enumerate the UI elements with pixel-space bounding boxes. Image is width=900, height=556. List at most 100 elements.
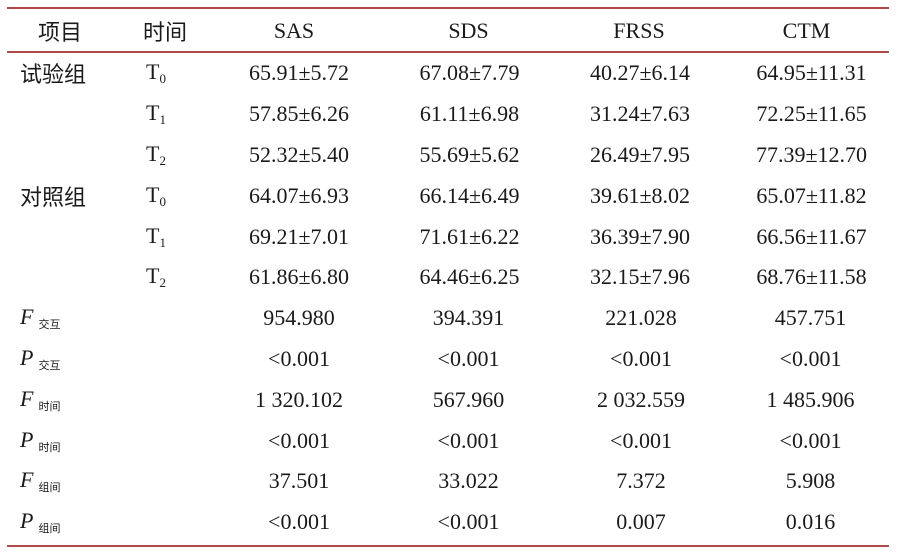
time-point-cell: T2 [118,135,205,176]
time-point-label: T [146,140,160,166]
stat-row: P 交互 <0.001 <0.001 <0.001 <0.001 [7,339,889,380]
value-cell: 66.14±6.49 [419,182,520,208]
time-point-subscript: 2 [159,275,166,291]
stat-symbol: P [20,344,34,370]
stat-value-cell: <0.001 [779,345,842,371]
time-point-cell: T2 [118,257,205,298]
time-point-cell: T0 [118,175,205,216]
stat-value-cell: <0.001 [610,427,672,453]
stat-value-cell: 457.751 [774,305,847,331]
time-point-cell: T1 [118,216,205,257]
stat-symbol: P [20,426,34,452]
time-point-label: T [146,100,160,126]
header-item: 项目 [38,21,83,46]
value-cell: 67.08±7.79 [419,60,520,86]
header-frss: FRSS [613,18,665,43]
value-cell: 39.61±8.02 [589,182,691,208]
table-row: T1 69.21±7.01 71.61±6.22 36.39±7.90 66.56±11… [7,216,889,257]
stat-symbol: P [20,508,34,534]
stat-value-cell: 5.908 [785,468,836,494]
stat-symbol: F [20,385,34,411]
empty-cell [118,420,205,461]
time-point-label: T [146,263,160,289]
stat-symbol: F [20,467,34,493]
group-name-cell [7,216,118,257]
table-row: T2 52.32±5.40 55.69±5.62 26.49±7.95 77.39±12… [7,135,889,176]
time-point-subscript: 1 [159,112,166,128]
value-cell: 26.49±7.95 [589,141,691,167]
stat-value-cell: 2 032.559 [597,386,685,412]
time-point-label: T [146,181,160,207]
time-point-subscript: 2 [159,152,166,168]
stat-value-cell: 567.960 [432,386,505,412]
table-row: T2 61.86±6.80 64.46±6.25 32.15±7.96 68.76±11… [7,257,889,298]
stat-value-cell: <0.001 [610,345,672,371]
stat-value-cell: 0.016 [785,509,836,535]
table-row: 试验组 T0 65.91±5.72 67.08±7.79 40.27±6.14 64.95… [7,53,889,94]
stat-row: F 组间 37.501 33.022 7.372 5.908 [7,461,889,502]
header-ctm: CTM [782,18,831,43]
table-row: T1 57.85±6.26 61.11±6.98 31.24±7.63 72.25±11… [7,94,889,135]
stat-value-cell: <0.001 [437,427,500,453]
value-cell: 31.24±7.63 [589,101,691,127]
group-name-cell [7,94,118,135]
value-cell: 68.76±11.58 [756,264,867,290]
top-rule [7,7,889,9]
group-name-cell: 试验组 [20,63,87,89]
value-cell: 69.21±7.01 [248,223,350,249]
empty-cell [118,379,205,420]
time-point-cell: T1 [118,94,205,135]
value-cell: 32.15±7.96 [589,264,691,290]
stat-subscript: 组间 [38,481,61,495]
stat-label-cell: F 时间 [7,379,118,420]
stat-subscript: 组间 [38,522,61,536]
value-cell: 71.61±6.22 [419,223,520,249]
stat-label-cell: F 交互 [7,298,118,339]
stat-value-cell: 221.028 [605,305,677,331]
stat-value-cell: <0.001 [437,509,500,535]
time-point-subscript: 0 [159,71,166,87]
stat-row: F 交互 954.980 394.391 221.028 457.751 [7,298,889,339]
stat-value-cell: 7.372 [616,468,666,494]
value-cell: 65.91±5.72 [248,60,350,86]
stat-value-cell: 1 485.906 [766,386,855,412]
table-body: 试验组 T0 65.91±5.72 67.08±7.79 40.27±6.14 64.95… [7,51,889,543]
header-rule [7,51,889,53]
table-header: 项目 时间 SAS SDS FRSS CTM [7,11,889,51]
header-sas: SAS [273,18,315,43]
group-name-cell [7,135,118,176]
results-table: 项目 时间 SAS SDS FRSS CTM 试验组 T0 65.91±5.72 67… [7,11,889,543]
value-cell: 65.07±11.82 [756,182,867,208]
value-cell: 77.39±12.70 [755,141,868,167]
time-point-cell: T0 [118,53,205,94]
stat-label-cell: F 组间 [7,461,118,502]
stat-value-cell: 954.980 [263,305,335,331]
empty-cell [118,339,205,380]
stat-label-cell: P 组间 [7,502,118,543]
value-cell: 64.46±6.25 [419,264,520,290]
header-sds: SDS [448,18,489,43]
value-cell: 64.95±11.31 [756,60,867,86]
time-point-label: T [146,59,160,85]
group-name-cell: 对照组 [20,185,87,211]
header-row: 项目 时间 SAS SDS FRSS CTM [7,11,889,51]
value-cell: 55.69±5.62 [419,141,520,167]
stat-row: P 组间 <0.001 <0.001 0.007 0.016 [7,502,889,543]
stat-value-cell: <0.001 [437,345,500,371]
time-point-subscript: 1 [159,234,166,250]
stat-subscript: 时间 [38,440,61,454]
stat-symbol: F [20,304,34,330]
value-cell: 61.11±6.98 [419,101,520,127]
value-cell: 72.25±11.65 [756,101,867,127]
stat-row: F 时间 1 320.102 567.960 2 032.559 1 485.906 [7,379,889,420]
value-cell: 64.07±6.93 [248,182,350,208]
stat-label-cell: P 交互 [7,339,118,380]
group-name-cell [7,257,118,298]
bottom-rule [7,545,889,547]
time-point-label: T [146,222,160,248]
stat-value-cell: 0.007 [616,509,666,535]
value-cell: 66.56±11.67 [756,223,867,249]
stat-row: P 时间 <0.001 <0.001 <0.001 <0.001 [7,420,889,461]
header-time: 时间 [143,21,188,46]
